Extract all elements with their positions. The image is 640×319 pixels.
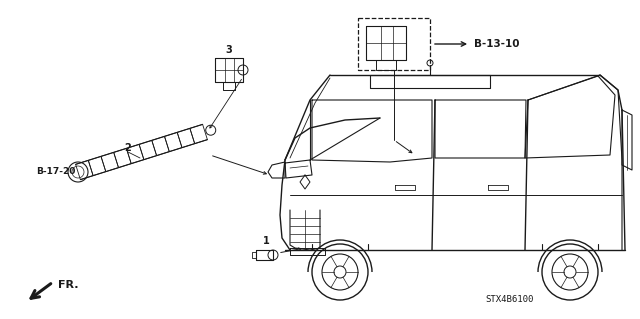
Text: 3: 3: [226, 45, 232, 55]
Text: B-17-20: B-17-20: [36, 167, 76, 176]
Text: 1: 1: [262, 236, 269, 246]
Text: FR.: FR.: [58, 280, 79, 290]
Bar: [358, 18, 430, 70]
Text: B-13-10: B-13-10: [474, 39, 520, 49]
Text: STX4B6100: STX4B6100: [486, 295, 534, 305]
Text: 2: 2: [125, 143, 131, 153]
